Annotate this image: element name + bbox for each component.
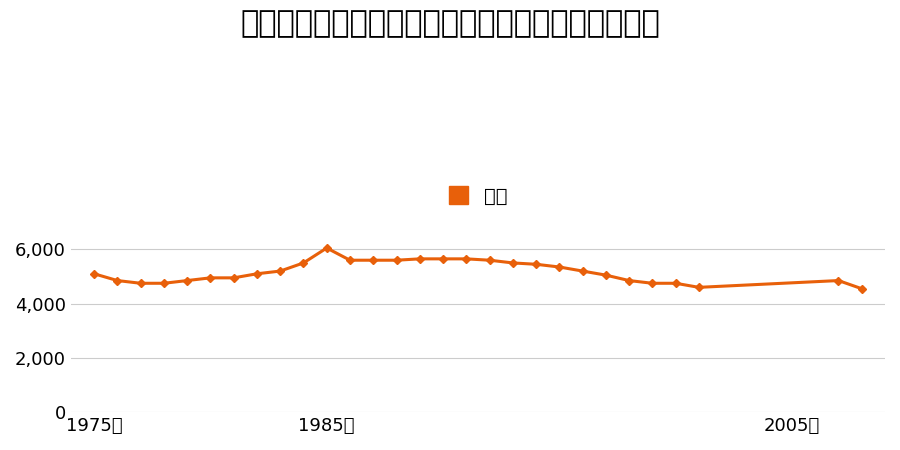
Legend: 価格: 価格	[441, 178, 515, 213]
Text: 北海道札幌郡広島町字輪厚４９８番４６の地価推移: 北海道札幌郡広島町字輪厚４９８番４６の地価推移	[240, 9, 660, 38]
